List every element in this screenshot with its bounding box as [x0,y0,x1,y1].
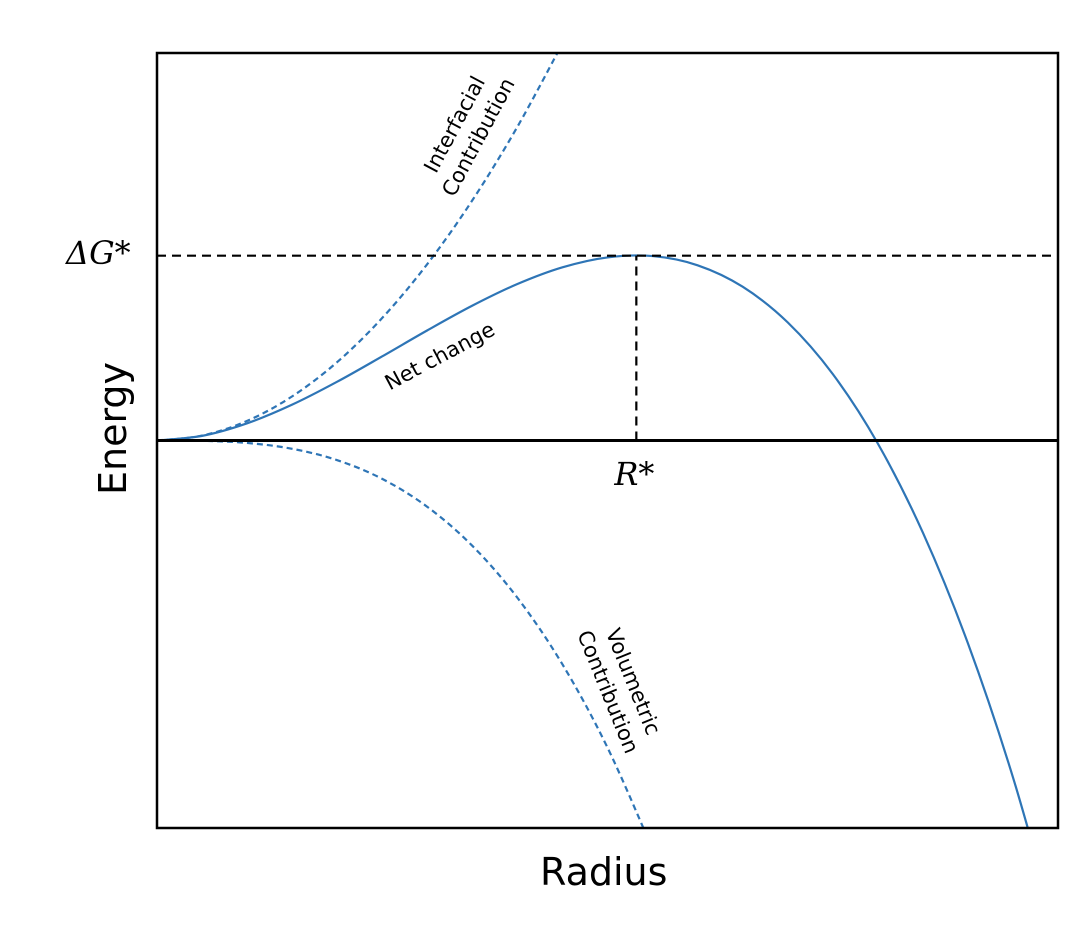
series-line [157,439,645,828]
series-line [157,53,559,442]
series-line [157,254,1029,828]
annotation-label: ΔG* [66,233,131,272]
x-axis-label: Radius [540,850,668,894]
plot-area [157,53,1029,828]
y-axis-label: Energy [91,361,135,495]
annotation-label: R* [614,454,655,493]
